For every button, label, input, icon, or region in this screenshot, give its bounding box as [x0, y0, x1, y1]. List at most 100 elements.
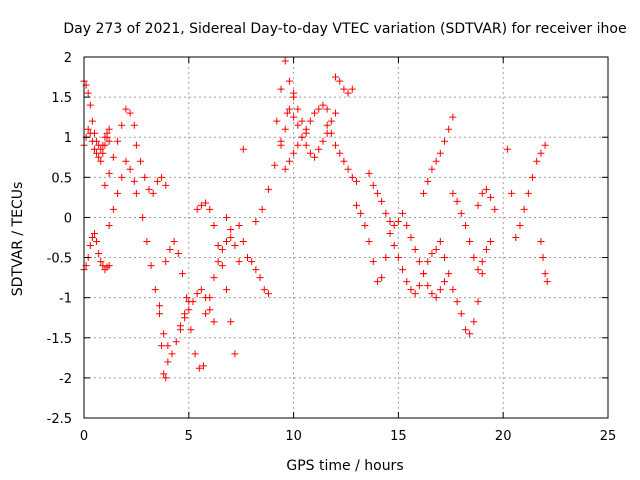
data-point	[491, 205, 499, 213]
data-point	[101, 181, 109, 189]
data-point	[302, 141, 310, 149]
chart-title: Day 273 of 2021, Sidereal Day-to-day VTE…	[63, 21, 626, 37]
data-point	[168, 350, 176, 358]
data-point	[411, 246, 419, 254]
data-point	[541, 270, 549, 278]
data-point	[285, 157, 293, 165]
data-point	[162, 181, 170, 189]
data-point	[478, 189, 486, 197]
series-arc-12	[202, 234, 235, 318]
series-arc-15	[252, 89, 298, 225]
data-point	[332, 73, 340, 81]
data-point	[290, 149, 298, 157]
data-point	[210, 318, 218, 326]
data-point	[520, 205, 528, 213]
series-arc-16	[273, 57, 310, 137]
data-point	[105, 125, 113, 133]
data-point	[130, 177, 138, 185]
data-point	[114, 189, 122, 197]
x-tick-label: 15	[390, 429, 407, 444]
data-point	[273, 117, 281, 125]
y-axis-title: SDTVAR / TECUs	[10, 182, 26, 297]
data-point	[160, 370, 168, 378]
data-point	[195, 364, 203, 372]
data-point	[260, 286, 268, 294]
data-point	[487, 238, 495, 246]
series-arc-8	[155, 302, 172, 382]
data-point	[118, 173, 126, 181]
data-point	[164, 342, 172, 350]
data-point	[482, 246, 490, 254]
data-point	[420, 270, 428, 278]
data-point	[214, 258, 222, 266]
series-arc-4	[105, 157, 140, 229]
data-point	[516, 221, 524, 229]
y-tick-label: 2	[64, 51, 72, 66]
data-point	[470, 318, 478, 326]
series-arc-9	[162, 238, 207, 372]
data-point	[290, 113, 298, 121]
data-point	[99, 149, 107, 157]
data-point	[323, 121, 331, 129]
data-point	[461, 326, 469, 334]
data-point	[436, 149, 444, 157]
plot-frame	[83, 56, 609, 419]
data-point	[503, 145, 511, 153]
data-point	[445, 270, 453, 278]
data-point	[461, 221, 469, 229]
x-tick-label: 25	[600, 429, 617, 444]
data-point	[415, 258, 423, 266]
data-point	[407, 286, 415, 294]
data-point	[340, 157, 348, 165]
series-arc-23	[390, 242, 440, 298]
data-point	[239, 238, 247, 246]
data-point	[508, 189, 516, 197]
data-point	[432, 246, 440, 254]
data-point	[206, 306, 214, 314]
x-tick-label: 20	[495, 429, 512, 444]
data-point	[90, 145, 98, 153]
x-axis-title: GPS time / hours	[286, 458, 403, 474]
series-arc-3	[80, 229, 113, 274]
data-point	[179, 270, 187, 278]
data-point	[294, 105, 302, 113]
series-arc-26	[436, 238, 486, 338]
x-tick-label: 5	[185, 429, 193, 444]
data-point	[428, 250, 436, 258]
data-point	[105, 169, 113, 177]
data-point	[170, 238, 178, 246]
data-point	[164, 358, 172, 366]
series-arc-25	[420, 113, 457, 197]
data-point	[470, 254, 478, 262]
data-point	[323, 105, 331, 113]
data-point	[118, 121, 126, 129]
data-point	[441, 137, 449, 145]
data-point	[126, 165, 134, 173]
data-point	[101, 141, 109, 149]
data-point	[432, 294, 440, 302]
data-point	[332, 109, 340, 117]
data-point	[369, 258, 377, 266]
grid	[84, 57, 608, 418]
data-point	[281, 57, 289, 65]
data-point	[428, 290, 436, 298]
data-point	[436, 286, 444, 294]
data-point	[390, 221, 398, 229]
data-point	[149, 189, 157, 197]
data-point	[235, 221, 243, 229]
data-point	[407, 234, 415, 241]
data-point	[457, 310, 465, 318]
data-point	[348, 173, 356, 181]
data-point	[172, 338, 180, 346]
data-point	[88, 117, 96, 125]
y-tick-label: -1.5	[47, 332, 72, 347]
data-point	[424, 177, 432, 185]
data-point	[86, 242, 94, 250]
data-point	[139, 213, 147, 221]
data-point	[285, 105, 293, 113]
series-arc-27	[449, 189, 495, 274]
data-point	[457, 209, 465, 217]
y-tick-label: -0.5	[47, 252, 72, 267]
y-axis-tick-labels: 2 1.5 1 0.5 0 -0.5 -1 -1.5 -2 -2.5	[47, 51, 72, 427]
